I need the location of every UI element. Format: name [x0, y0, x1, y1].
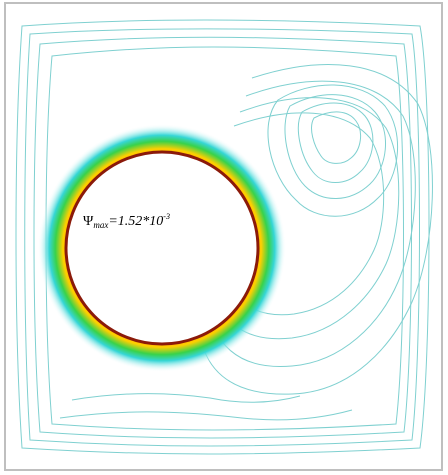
annotation-symbol: Ψ: [83, 214, 94, 229]
cylinder-boundary: [64, 150, 260, 346]
outer-streamlines: [15, 19, 433, 455]
annotation-exponent: -3: [163, 212, 170, 221]
annotation-subscript: max: [93, 220, 109, 230]
annotation-label: Ψmax=1.52*10-3: [83, 213, 170, 230]
annotation-value: =1.52*10: [108, 214, 164, 229]
